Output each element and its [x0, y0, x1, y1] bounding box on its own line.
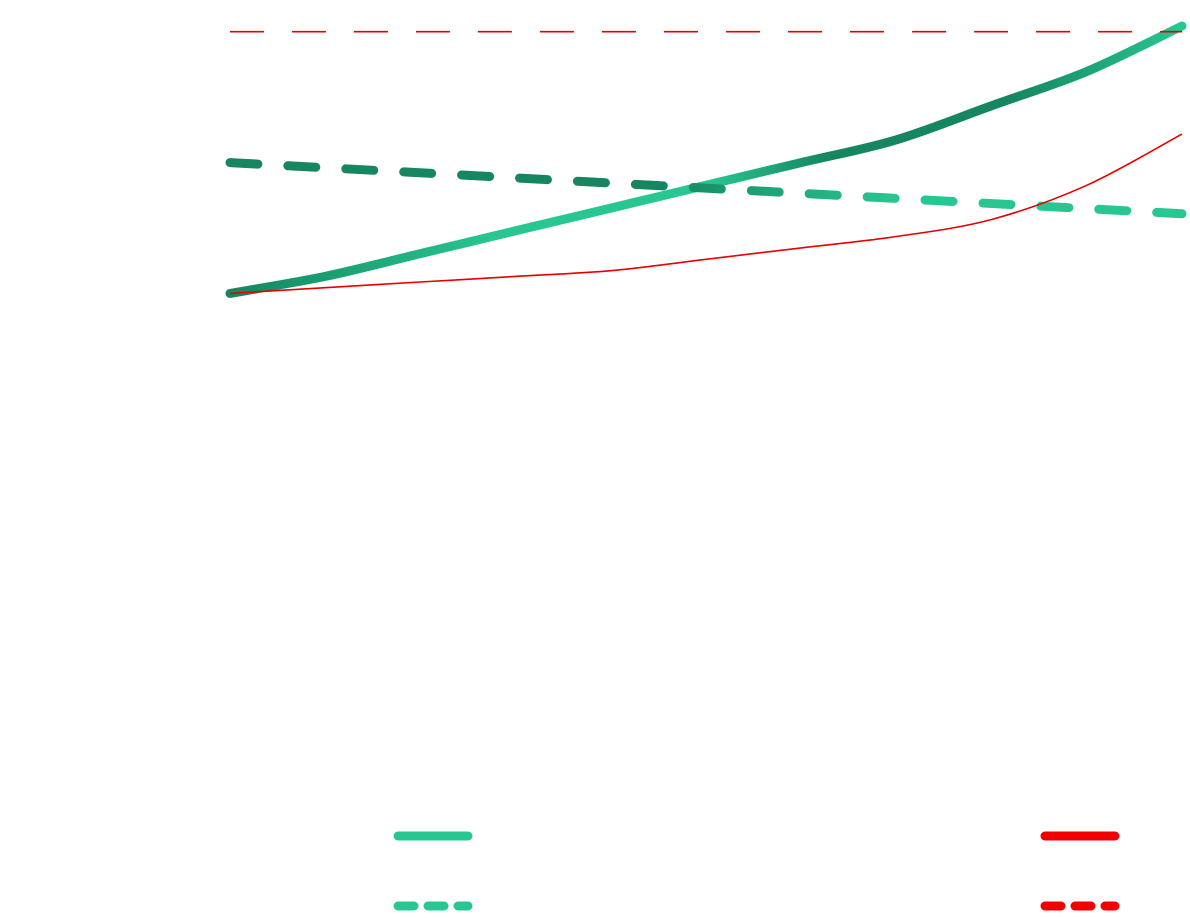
series-line-red-solid — [229, 133, 1183, 295]
legend — [393, 831, 1120, 911]
series-line-green-dashed — [225, 158, 1187, 219]
series-line-green-solid — [225, 21, 1187, 298]
plot-area — [225, 21, 1187, 298]
